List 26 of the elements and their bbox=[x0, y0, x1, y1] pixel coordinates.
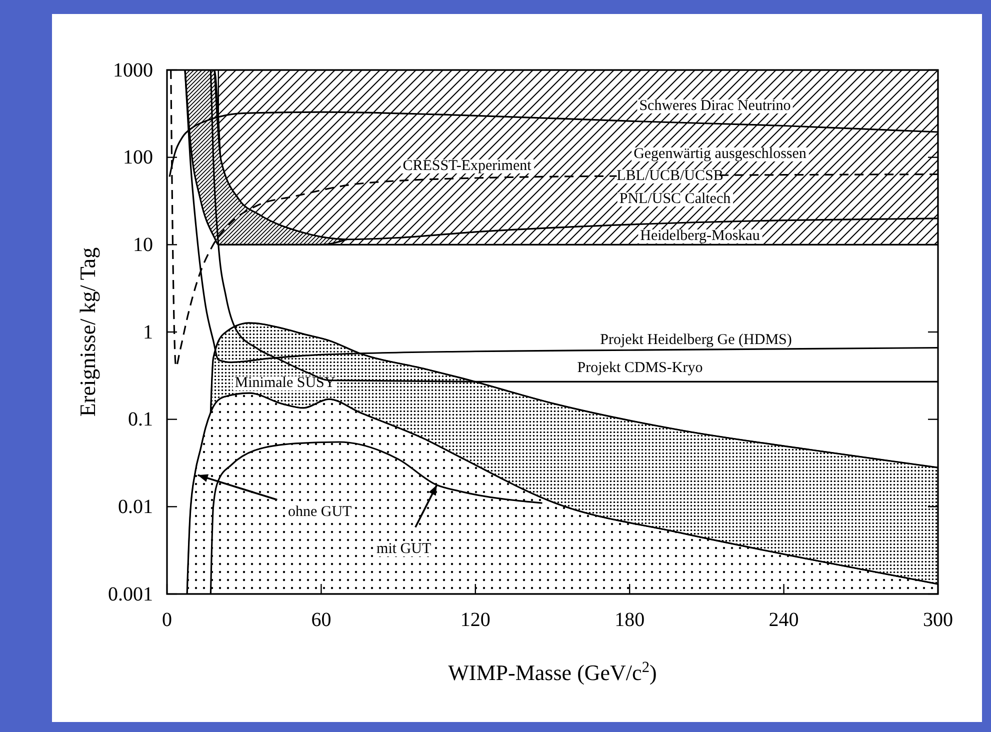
x-axis-title: WIMP-Masse (GeV/c$^{2}$) bbox=[448, 658, 657, 685]
annotation: Heidelberg-Moskau bbox=[640, 228, 760, 244]
y-tick-label: 1 bbox=[143, 321, 153, 344]
annotation: Schweres Dirac Neutrino bbox=[639, 98, 791, 114]
y-tick-label: 0.1 bbox=[128, 408, 153, 431]
y-axis-title: Ereignisse/ kg/ Tag bbox=[75, 247, 100, 417]
annotation: Projekt CDMS-Kryo bbox=[577, 360, 703, 376]
annotation: PNL/USC Caltech bbox=[619, 191, 732, 208]
x-tick-label: 240 bbox=[768, 609, 799, 632]
annotation: Projekt Heidelberg Ge (HDMS) bbox=[600, 332, 792, 348]
x-tick-label: 120 bbox=[460, 609, 490, 632]
y-tick-label: 100 bbox=[123, 146, 153, 169]
x-tick-label: 0 bbox=[162, 609, 172, 632]
annotation: ohne GUT bbox=[288, 504, 352, 521]
y-tick-label: 10 bbox=[133, 234, 153, 256]
y-tick-label: 1000 bbox=[113, 59, 153, 82]
annotation: LBL/UCB/UCSB bbox=[616, 168, 724, 184]
annotation: CRESST-Experiment bbox=[402, 158, 532, 174]
x-tick-label: 300 bbox=[923, 609, 953, 632]
x-tick-label: 60 bbox=[311, 609, 332, 632]
y-tick-label: 0.001 bbox=[108, 583, 153, 606]
y-tick-label: 0.01 bbox=[118, 496, 153, 518]
x-tick-label: 180 bbox=[614, 609, 645, 632]
annotation: mit GUT bbox=[376, 541, 432, 558]
annotation: Minimale SUSY bbox=[234, 375, 336, 392]
annotation: Gegenwärtig ausgeschlossen bbox=[634, 146, 807, 162]
